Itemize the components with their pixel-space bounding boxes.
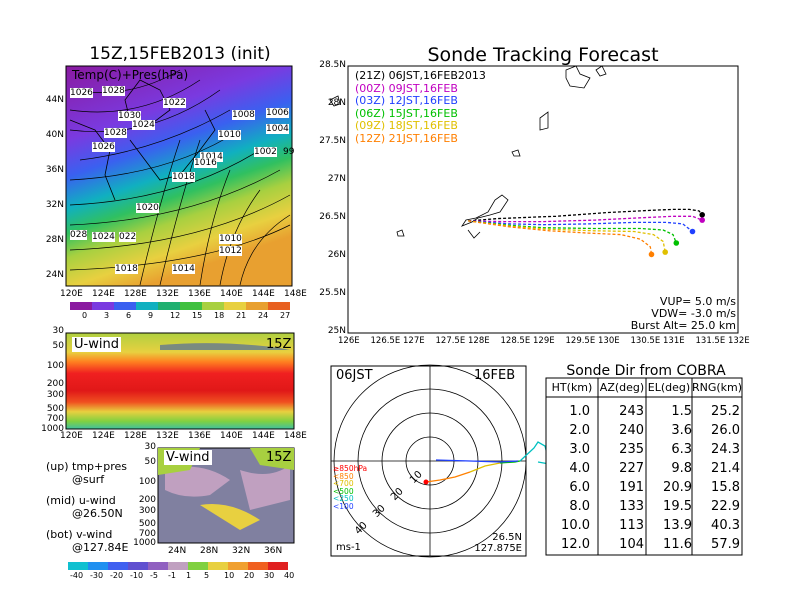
table-cell: 40.3 bbox=[711, 518, 740, 533]
track-end-point-2 bbox=[689, 228, 696, 235]
vwind-title: V-wind bbox=[164, 450, 212, 465]
hodo-level-legend: ≥850hPa <850 <700 <500 <250 <100 bbox=[333, 464, 368, 511]
table-row: 4.0 227 9.8 21.4 bbox=[546, 459, 744, 478]
track-line-3 bbox=[468, 220, 677, 244]
hodo-time-left: 06JST bbox=[336, 368, 373, 383]
uwind-title: U-wind bbox=[72, 337, 121, 352]
table-row: 8.0 133 19.5 22.9 bbox=[546, 497, 744, 516]
track-end-point-3 bbox=[673, 240, 680, 246]
hodo-time-right: 16FEB bbox=[474, 368, 516, 383]
table-row: 3.0 235 6.3 24.3 bbox=[546, 440, 744, 459]
map-lat-axis: 44N 40N 36N 32N 28N 24N bbox=[45, 95, 64, 280]
table-cell: 240 bbox=[619, 423, 644, 438]
table-cell: 22.9 bbox=[711, 499, 740, 514]
legend-entry: (00Z) 09JST,16FEB bbox=[355, 81, 458, 95]
legend-entry: (12Z) 21JST,16FEB bbox=[355, 131, 458, 145]
table-cell: 25.2 bbox=[711, 404, 740, 419]
table-cell: 133 bbox=[619, 499, 644, 514]
column-header: AZ(deg) bbox=[599, 381, 645, 394]
table-cell: 15.8 bbox=[711, 480, 740, 495]
track-title: Sonde Tracking Forecast bbox=[427, 44, 659, 66]
table-cell: 26.0 bbox=[711, 423, 740, 438]
table-cell: 1.5 bbox=[671, 404, 692, 419]
table-cell: 8.0 bbox=[569, 499, 590, 514]
track-end-point-5 bbox=[648, 251, 655, 258]
table-cell: 113 bbox=[619, 518, 644, 533]
table-header: HT(km) AZ(deg) EL(deg) RNG(km) bbox=[546, 381, 742, 394]
column-header: EL(deg) bbox=[647, 381, 691, 394]
table-cell: 1.0 bbox=[569, 404, 590, 419]
legend-entry: (09Z) 18JST,16FEB bbox=[355, 119, 458, 132]
map-colorbar-ticks: 0 3 6 9 12 15 18 21 24 27 bbox=[82, 311, 291, 320]
track-end-point-1 bbox=[699, 217, 705, 223]
table-cell: 227 bbox=[619, 461, 644, 476]
hodo-loc-lon: 127.875E bbox=[474, 543, 522, 554]
table-row: 2.0 240 3.6 26.0 bbox=[546, 421, 744, 440]
legend-entry: (03Z) 12JST,16FEB bbox=[355, 94, 458, 107]
table-cell: 12.0 bbox=[561, 537, 590, 552]
temperature-colorbar bbox=[70, 302, 290, 310]
vwind-time: 15Z bbox=[266, 450, 292, 465]
vwind-colorbar bbox=[68, 562, 288, 570]
table-cell: 3.6 bbox=[671, 423, 692, 438]
track-lon-axis: 126E 126.5E 127E 127.5E 128E 128.5E 129E… bbox=[338, 336, 750, 346]
map-panel-title: 15Z,15FEB2013 (init) bbox=[89, 44, 271, 64]
table-cell: 19.5 bbox=[663, 499, 692, 514]
vwind-lat-axis: 24N 28N 32N 36N bbox=[168, 546, 283, 556]
panel-legend: (up) tmp+pres @surf (mid) u-wind @26.50N… bbox=[46, 460, 129, 554]
table-cell: 243 bbox=[619, 404, 644, 419]
table-row: 1.0 243 1.5 25.2 bbox=[546, 402, 744, 421]
track-legend: (21Z) 06JST,16FEB2013 (00Z) 09JST,16FEB … bbox=[355, 69, 486, 145]
track-end-point-0 bbox=[699, 212, 705, 218]
table-cell: 104 bbox=[619, 537, 644, 552]
legend-entry: (21Z) 06JST,16FEB2013 bbox=[355, 69, 486, 82]
table-title: Sonde Dir from COBRA bbox=[566, 363, 726, 379]
table-cell: 6.3 bbox=[671, 442, 692, 457]
legend-entry: (06Z) 15JST,16FEB bbox=[355, 106, 458, 120]
uwind-lon-axis: 120E 124E 128E 132E 136E 140E 144E 148E bbox=[60, 431, 307, 441]
table-cell: 24.3 bbox=[711, 442, 740, 457]
launch-params: VUP= 5.0 m/s VDW= -3.0 m/s Burst Alt= 25… bbox=[630, 295, 736, 332]
track-line-0 bbox=[468, 208, 703, 222]
column-header: RNG(km) bbox=[692, 381, 743, 394]
hodo-loc-lat: 26.5N bbox=[492, 532, 522, 543]
table-row: 10.0 113 13.9 40.3 bbox=[546, 516, 744, 535]
track-line-5 bbox=[468, 220, 653, 255]
table-row: 6.0 191 20.9 15.8 bbox=[546, 478, 744, 497]
column-header: HT(km) bbox=[551, 381, 593, 394]
table-row: 12.0 104 11.6 57.9 bbox=[546, 535, 744, 554]
table-cell: 6.0 bbox=[569, 480, 590, 495]
track-end-point-4 bbox=[662, 249, 668, 255]
table-cell: 10.0 bbox=[561, 518, 590, 533]
table-cell: 9.8 bbox=[671, 461, 692, 476]
table-cell: 2.0 bbox=[569, 423, 590, 438]
track-line-4 bbox=[468, 220, 666, 253]
table-cell: 20.9 bbox=[663, 480, 692, 495]
table-cell: 11.6 bbox=[663, 537, 692, 552]
map-field-label: Temp(C)+Pres(hPa) bbox=[72, 68, 189, 82]
table-cell: 57.9 bbox=[711, 537, 740, 552]
table-cell: 3.0 bbox=[569, 442, 590, 457]
table-cell: 191 bbox=[619, 480, 644, 495]
hodo-units: ms-1 bbox=[336, 542, 361, 553]
table-cell: 235 bbox=[619, 442, 644, 457]
table-body: 1.0 243 1.5 25.2 2.0 240 3.6 26.0 3.0 235 6.3 24.3 4… bbox=[546, 402, 744, 554]
table-cell: 13.9 bbox=[663, 518, 692, 533]
table-cell: 4.0 bbox=[569, 461, 590, 476]
track-line-1 bbox=[468, 215, 703, 223]
track-line-2 bbox=[468, 220, 693, 233]
uwind-time: 15Z bbox=[266, 337, 292, 352]
vwind-colorbar-ticks: -40 -30 -20 -10 -5 -1 1 5 10 20 30 40 bbox=[70, 571, 295, 580]
map-lon-axis: 120E 124E 128E 132E 136E 140E 144E 148E bbox=[60, 289, 307, 299]
table-cell: 21.4 bbox=[711, 461, 740, 476]
